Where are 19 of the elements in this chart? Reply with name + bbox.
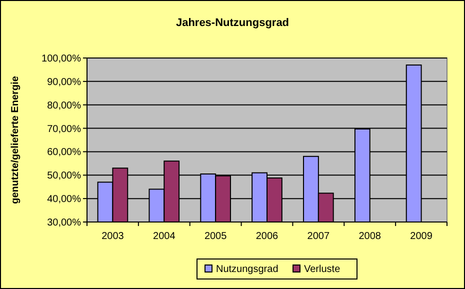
- legend-label: Verluste: [304, 264, 341, 275]
- y-tick-label: 60,00%: [47, 147, 82, 158]
- x-tick-label: 2007: [307, 231, 330, 242]
- y-tick-label: 50,00%: [47, 170, 82, 182]
- y-tick-label: 100,00%: [42, 54, 82, 64]
- x-tick-label: 2008: [358, 231, 382, 242]
- x-tick-label: 2006: [256, 231, 279, 242]
- legend-label: Nutzungsgrad: [216, 264, 278, 275]
- y-tick-label: 40,00%: [47, 194, 82, 206]
- y-axis-title: genutzte/gelieferte Energie: [10, 76, 21, 204]
- y-tick-label: 90,00%: [47, 76, 82, 88]
- y-tick-label: 80,00%: [47, 100, 82, 112]
- y-tick-label: 70,00%: [47, 124, 82, 135]
- x-tick-label: 2003: [102, 231, 124, 242]
- chart-title: Jahres-Nutzungsgrad: [176, 17, 290, 29]
- x-tick-label: 2004: [153, 231, 176, 242]
- x-tick-label: 2005: [204, 231, 228, 242]
- y-tick-label: 30,00%: [47, 218, 82, 228]
- x-tick-label: 2009: [410, 231, 433, 242]
